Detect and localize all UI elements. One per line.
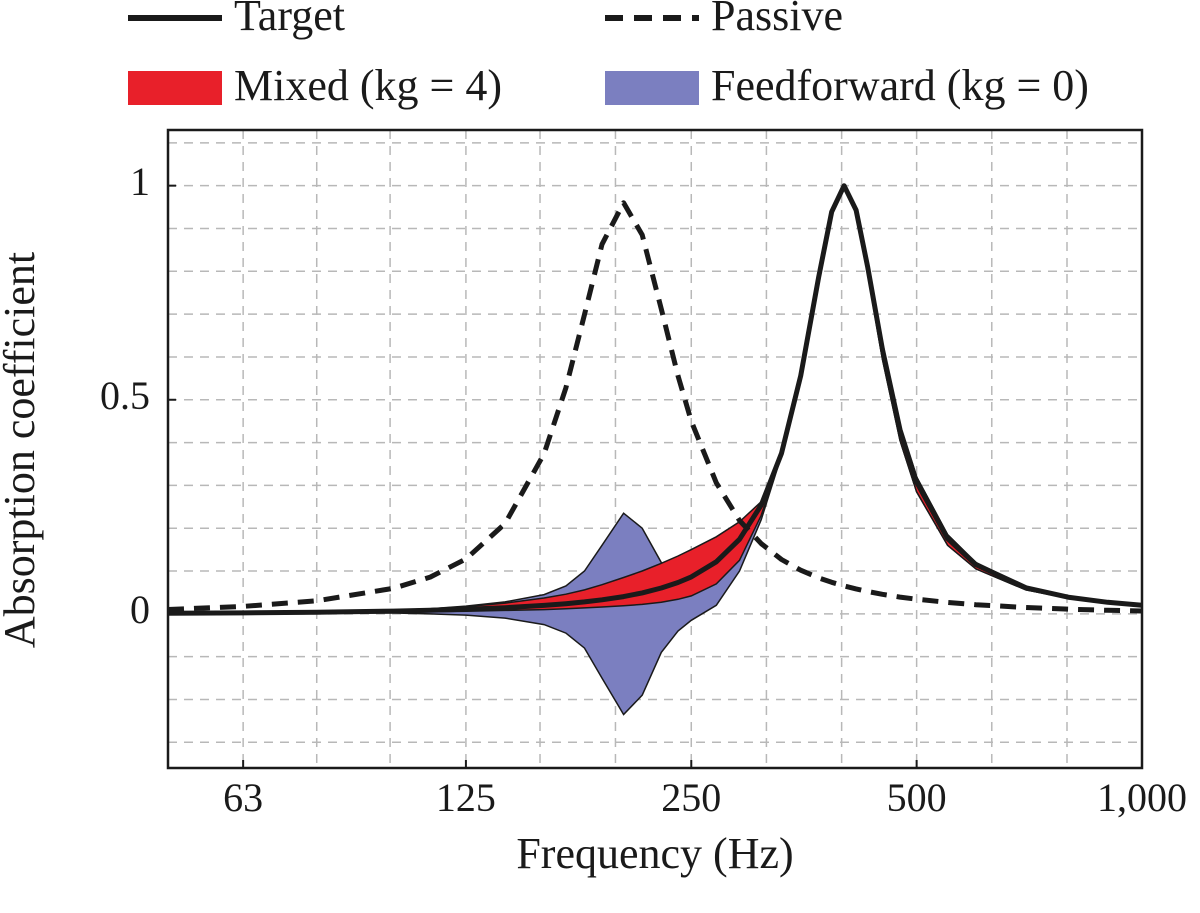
legend-label: Mixed (kg = 4) — [234, 61, 502, 110]
y-tick-label: 0.5 — [100, 373, 150, 418]
x-axis-label: Frequency (Hz) — [516, 829, 793, 878]
legend-swatch — [605, 71, 699, 105]
band-fill — [168, 185, 1142, 715]
x-tick-label: 63 — [223, 775, 263, 820]
y-axis-label: Absorption coefficient — [0, 252, 44, 648]
x-tick-label: 125 — [436, 775, 496, 820]
legend-label: Passive — [711, 0, 843, 40]
line — [168, 183, 1142, 616]
plot-area — [168, 183, 1142, 716]
plot-frame — [166, 128, 1144, 770]
x-tick-label: 1,000 — [1097, 775, 1187, 820]
legend-label: Target — [234, 0, 345, 40]
legend-label: Feedforward (kg = 0) — [711, 61, 1089, 110]
line — [168, 200, 1142, 614]
x-tick-label: 250 — [661, 775, 721, 820]
y-tick-label: 0 — [130, 587, 150, 632]
y-tick-label: 1 — [130, 159, 150, 204]
x-tick-label: 500 — [887, 775, 947, 820]
band-edge — [168, 186, 1142, 615]
legend-swatch — [128, 71, 222, 105]
